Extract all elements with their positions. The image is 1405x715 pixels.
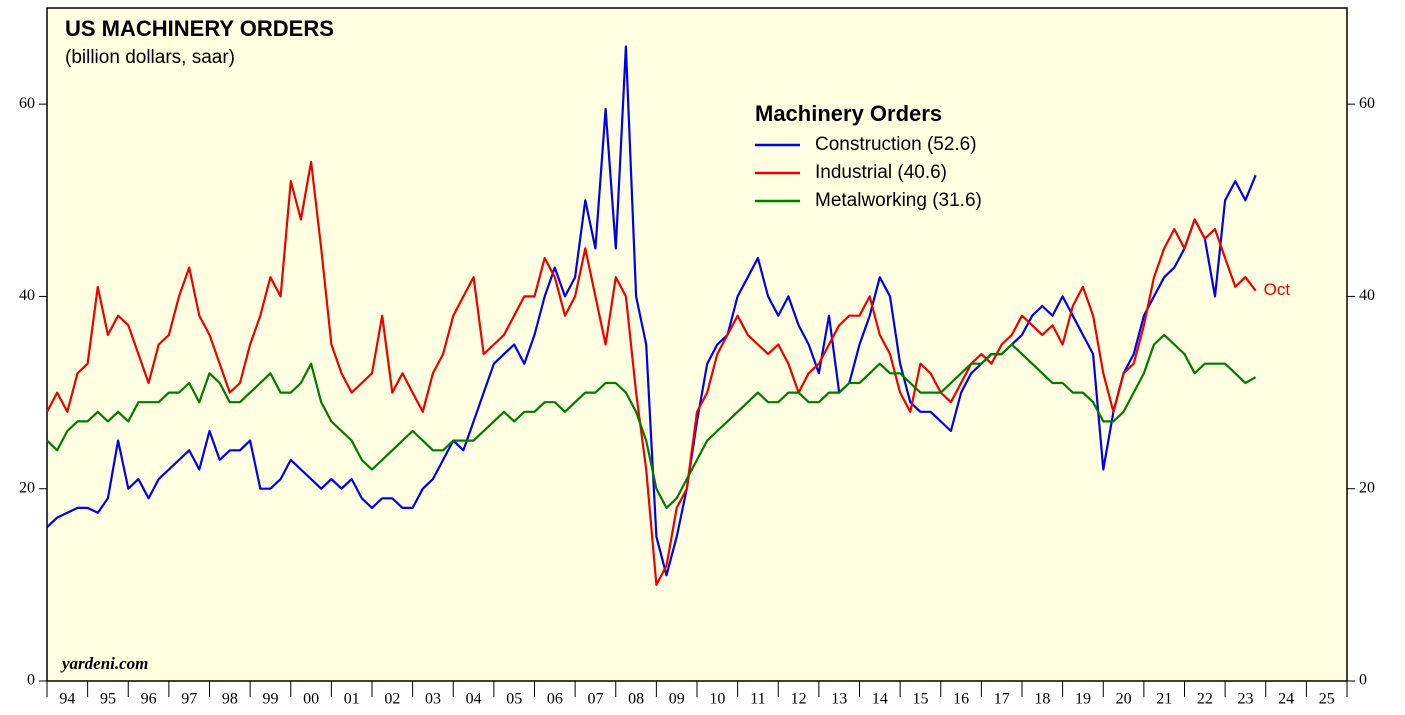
legend-label: Industrial (40.6) [815,162,947,183]
legend-label: Construction (52.6) [815,134,977,155]
x-tick-label: 99 [262,691,278,708]
y2-tick-label: 40 [1359,287,1375,304]
y2-tick-label: 60 [1359,95,1375,112]
x-tick-label: 10 [709,691,725,708]
y-tick-label: 0 [27,672,35,689]
x-tick-label: 08 [628,691,644,708]
x-tick-label: 13 [831,691,847,708]
x-tick-label: 07 [587,691,603,708]
x-tick-label: 06 [547,691,563,708]
x-tick-label: 23 [1237,691,1253,708]
x-tick-label: 24 [1278,691,1294,708]
x-tick-label: 97 [181,691,197,708]
x-tick-label: 18 [1034,691,1050,708]
legend-label: Metalworking (31.6) [815,190,982,211]
x-tick-label: 02 [384,691,400,708]
annotation: Oct [1264,280,1291,299]
x-tick-label: 01 [344,691,360,708]
x-tick-label: 21 [1156,691,1172,708]
x-tick-label: 05 [506,691,522,708]
series-line [46,160,1257,586]
x-tick-label: 11 [750,691,765,708]
x-tick-label: 98 [222,691,238,708]
x-tick-label: 95 [100,691,116,708]
x-tick-label: 17 [994,691,1010,708]
x-tick-label: 22 [1197,691,1213,708]
x-tick-label: 15 [912,691,928,708]
x-tick-label: 09 [669,691,685,708]
x-tick-label: 96 [141,691,157,708]
x-tick-label: 25 [1319,691,1335,708]
plot-area [46,7,1348,682]
chart-subtitle: (billion dollars, saar) [65,47,235,68]
series-line [46,45,1257,577]
x-tick-label: 03 [425,691,441,708]
legend-title: Machinery Orders [755,101,942,126]
x-tick-label: 19 [1075,691,1091,708]
series-line [46,333,1257,509]
y2-tick-label: 0 [1359,672,1367,689]
x-tick-label: 94 [59,691,75,708]
x-tick-label: 14 [872,691,888,708]
y2-tick-label: 20 [1359,479,1375,496]
x-tick-label: 12 [791,691,807,708]
x-tick-label: 20 [1116,691,1132,708]
source: yardeni.com [60,654,148,673]
chart-title: US MACHINERY ORDERS [65,16,334,41]
y-tick-label: 60 [19,95,35,112]
y-tick-label: 20 [19,479,35,496]
y-tick-label: 40 [19,287,35,304]
x-tick-label: 00 [303,691,319,708]
x-tick-label: 04 [466,691,482,708]
x-tick-label: 16 [953,691,969,708]
